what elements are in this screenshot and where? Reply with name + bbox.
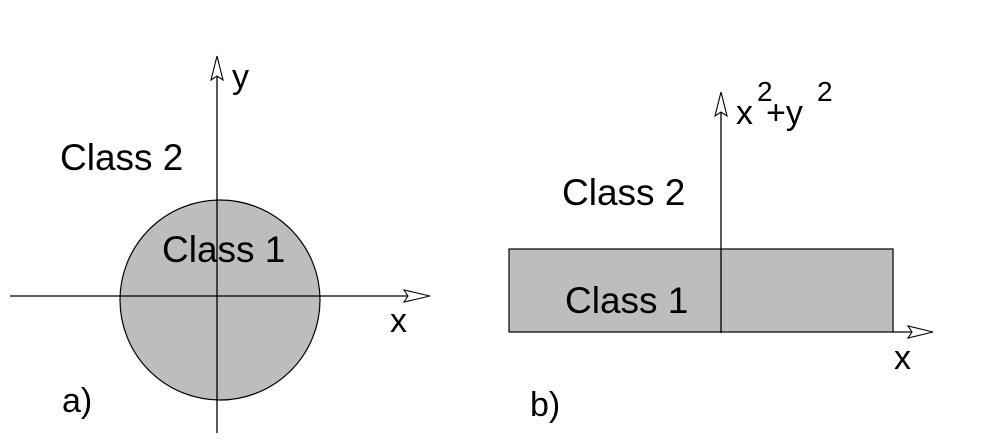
panel-b: x 2 +y 2 x Class 2 Class 1 b) (508, 76, 934, 424)
x-axis-label-b: x (894, 339, 911, 377)
y-axis-arrow-icon-a (210, 55, 224, 82)
y-axis-label-b-y-exponent: 2 (817, 76, 833, 107)
y-axis-label-b-x-exponent: 2 (757, 76, 773, 107)
y-axis-label-b: x 2 +y 2 (736, 76, 833, 132)
y-axis-label-b-plus-y: +y (766, 94, 803, 132)
x-axis-arrow-icon-b (906, 325, 934, 339)
class-1-rect-region (508, 248, 894, 333)
panel-label-b: b) (530, 386, 560, 424)
class-2-label-b: Class 2 (562, 172, 685, 213)
class-2-label-a: Class 2 (60, 137, 183, 178)
class-1-label-b: Class 1 (565, 280, 688, 321)
y-axis-label-b-x: x (736, 94, 753, 132)
y-axis-arrow-icon-b (714, 91, 728, 118)
x-axis-arrow-icon-a (402, 289, 431, 303)
panel-label-a: a) (62, 382, 92, 420)
panel-a: y x Class 2 Class 1 a) (10, 55, 431, 433)
x-axis-label-a: x (390, 302, 407, 340)
class-1-circle-region (119, 199, 321, 401)
class-1-label-a: Class 1 (162, 229, 285, 270)
y-axis-label-a: y (232, 58, 249, 96)
